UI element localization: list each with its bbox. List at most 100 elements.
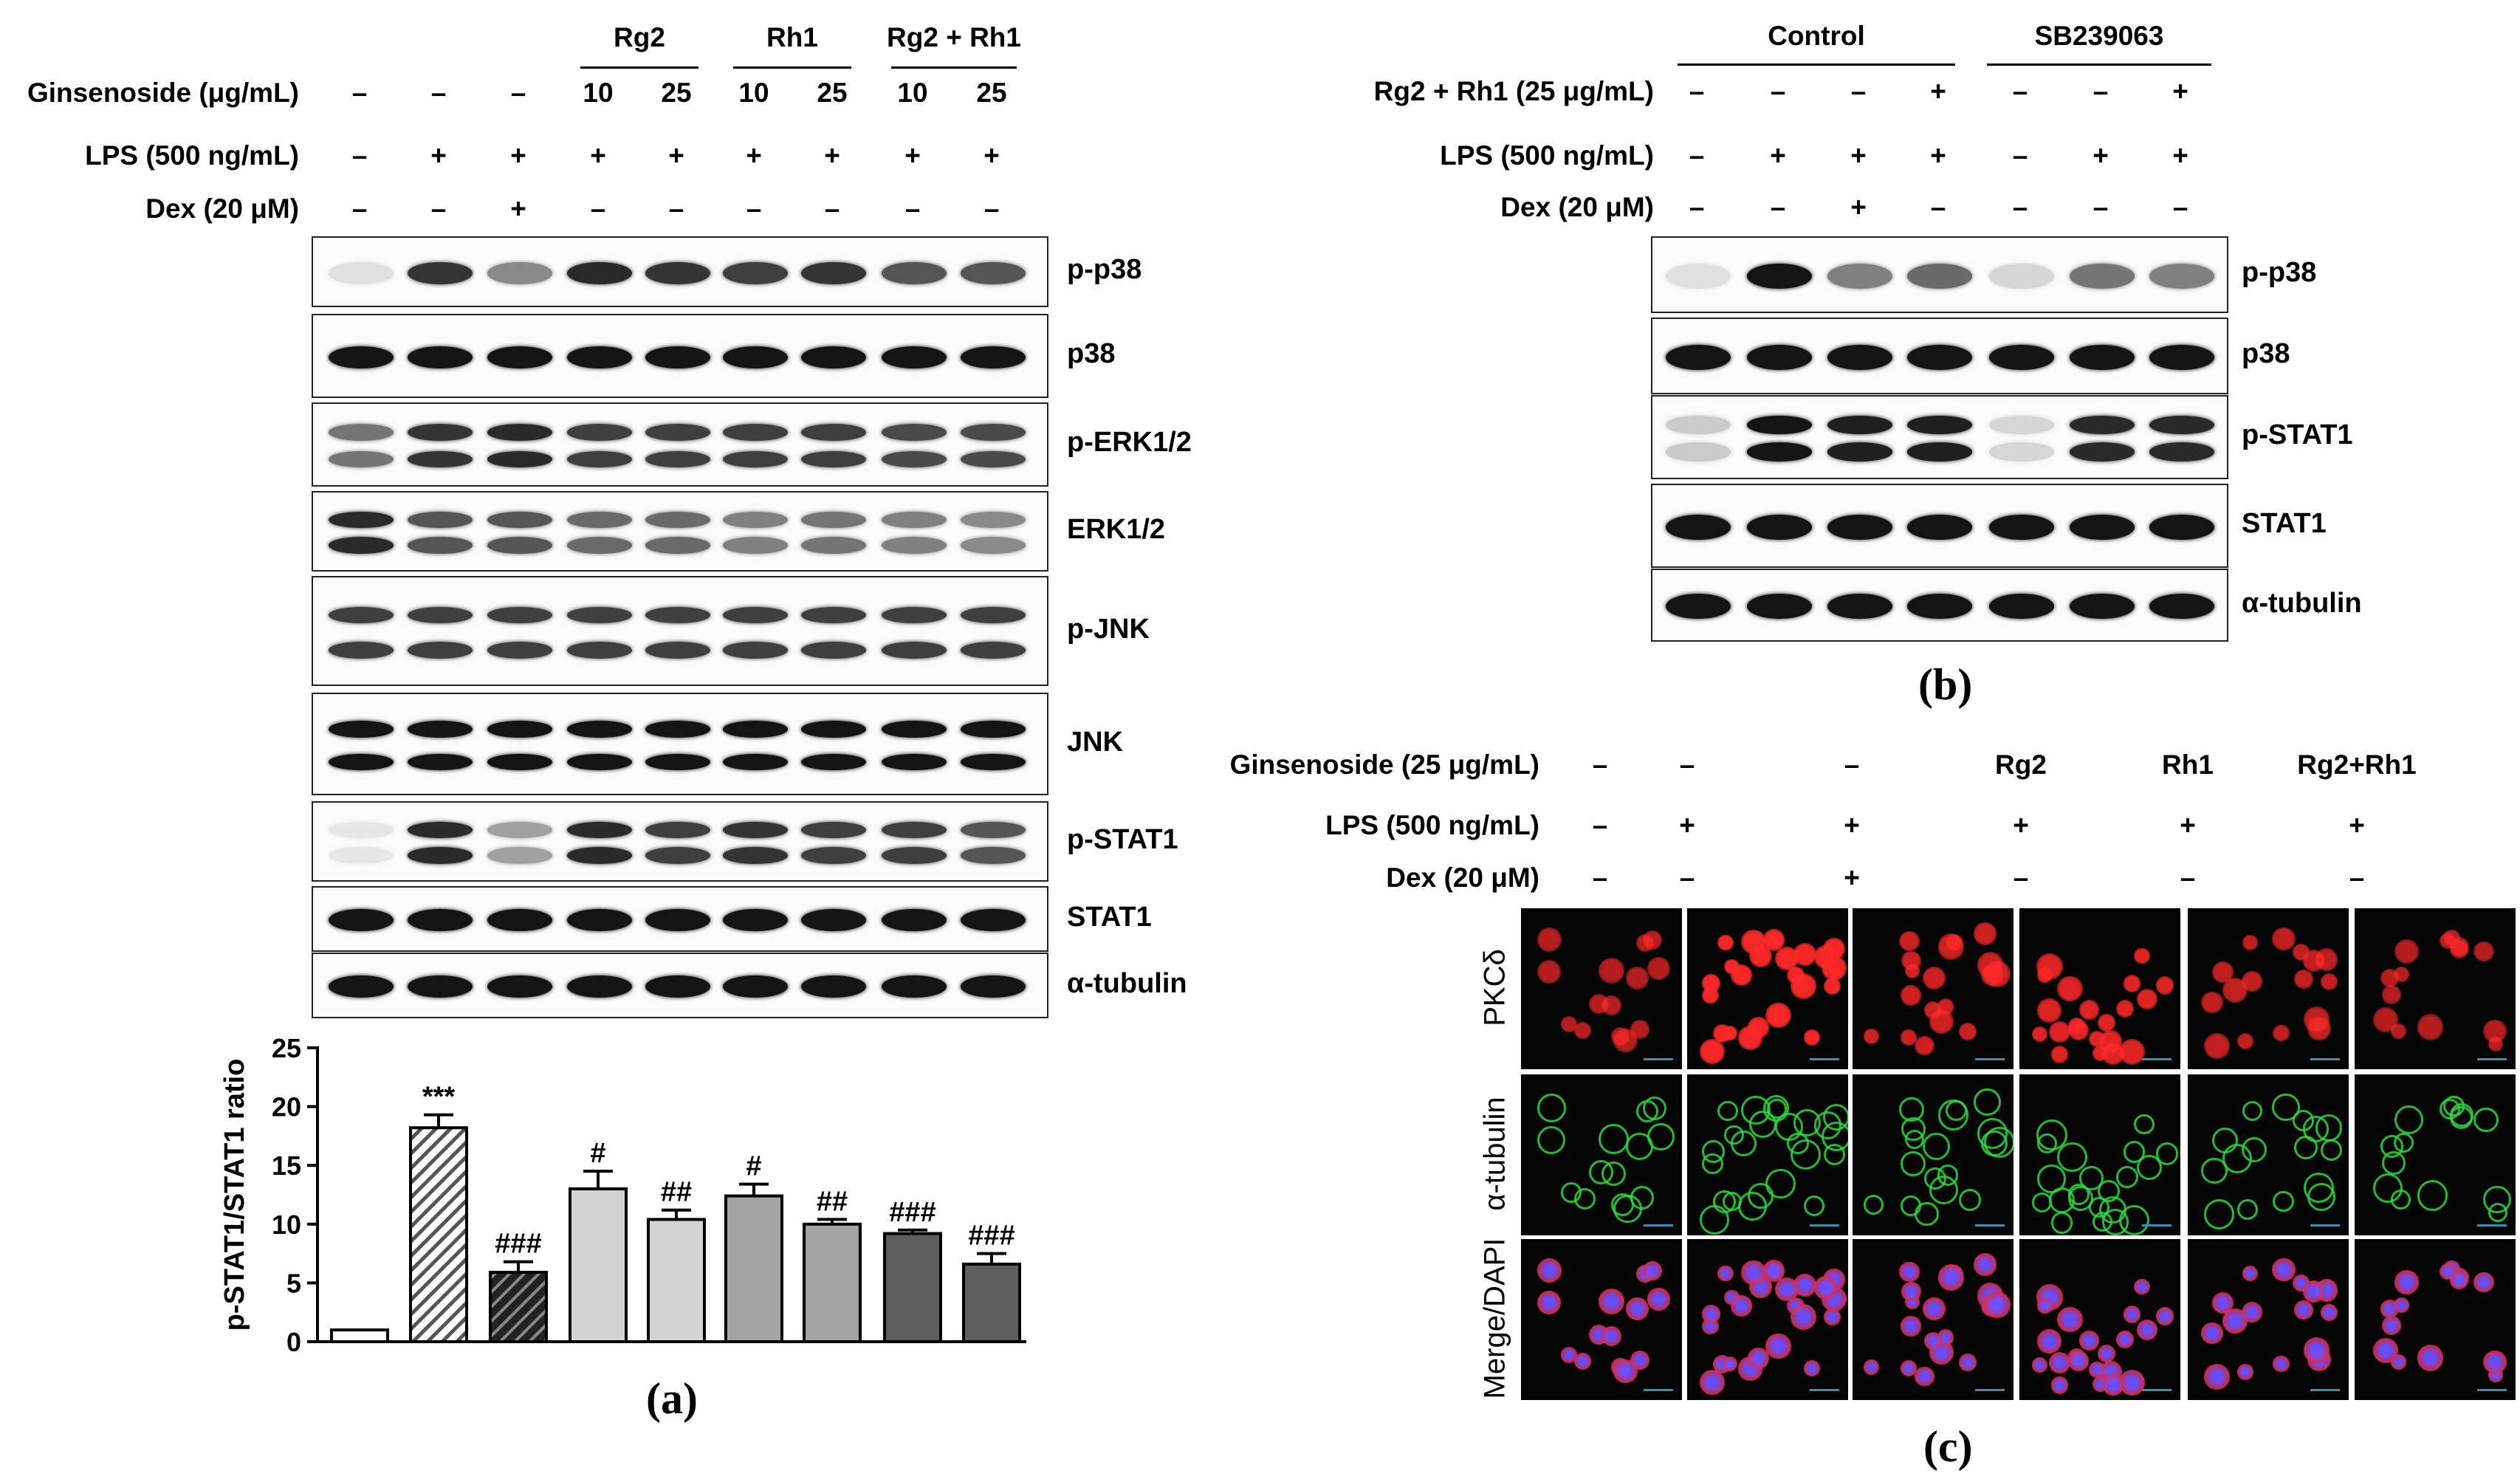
blot-band (961, 721, 1026, 738)
cell-dot (2304, 1006, 2330, 1032)
blot-band (882, 537, 947, 554)
cell-dot (1630, 1020, 1649, 1040)
cell-dot (2473, 1272, 2495, 1293)
cell-dot (2101, 1042, 2125, 1066)
treatment-value: – (904, 193, 921, 224)
cell-dot (1647, 1288, 1670, 1311)
blot-band (567, 753, 632, 771)
blot-band (2149, 264, 2214, 289)
cell-dot (2155, 976, 2174, 995)
treatment-value: – (1592, 749, 1608, 780)
cell-dot (1790, 1303, 1816, 1330)
blot-band (329, 847, 394, 864)
blot-label: p38 (2242, 338, 2290, 369)
treatment-value: – (824, 193, 840, 224)
cell-dot (1775, 946, 1799, 970)
cell-dot (1647, 957, 1670, 980)
bar (409, 1126, 468, 1343)
treatment-value: + (1844, 810, 1860, 840)
blot-band (487, 909, 552, 932)
treatment-value: – (430, 193, 447, 224)
treatment-value: – (2349, 862, 2365, 893)
cell-dot (2294, 1300, 2313, 1320)
blot-band (961, 847, 1026, 864)
blot-band (961, 606, 1026, 623)
blot-band (567, 511, 632, 528)
cell-dot (1938, 1100, 1969, 1131)
cell-dot (2241, 971, 2262, 992)
blot-band (567, 424, 632, 441)
blot-band (645, 721, 710, 738)
blot-label: p-p38 (1067, 254, 1142, 285)
treatment-label: Ginsenoside (25 μg/mL) (1229, 749, 1539, 780)
blot-band (645, 424, 710, 441)
cell-dot (1598, 1123, 1630, 1154)
cell-dot (2242, 1100, 2263, 1122)
blot-band (487, 450, 552, 468)
blot-band (408, 753, 473, 771)
blot-label: p-ERK1/2 (1067, 427, 1192, 458)
cell-dot (1598, 957, 1625, 984)
treatment-value: – (1592, 862, 1608, 893)
y-tick-label: 20 (272, 1092, 301, 1122)
cell-dot (2394, 1133, 2414, 1153)
blot-band (723, 909, 788, 932)
blot-band (801, 261, 866, 284)
cell-dot (2097, 1014, 2115, 1032)
scale-bar (1975, 1058, 2005, 1060)
treatment-value: – (2180, 862, 2196, 893)
blot-band (567, 450, 632, 468)
cell-dot (1899, 1262, 1920, 1283)
treatment-value: 10 (583, 78, 614, 108)
blot-strip (1651, 484, 2228, 568)
blot-band (408, 511, 473, 528)
blot-band (1747, 264, 1812, 289)
blot-label: p-JNK (1067, 613, 1150, 645)
treatment-value: + (1850, 192, 1867, 222)
cell-dot (1864, 1028, 1880, 1044)
cell-dot (2079, 1000, 2099, 1020)
blot-strip (312, 693, 1048, 795)
blot-band (1827, 264, 1892, 289)
scale-bar (1975, 1389, 2005, 1391)
cell-dot (2273, 1355, 2290, 1373)
blot-band (487, 821, 552, 838)
treatment-value: Rg2+Rh1 (2297, 749, 2417, 780)
cell-dot (2394, 967, 2410, 983)
cell-dot (1722, 1191, 1743, 1212)
treatment-value: – (668, 193, 684, 224)
blot-band (723, 424, 788, 441)
cell-dot (1702, 1305, 1720, 1323)
treatment-value: 10 (897, 78, 928, 108)
cell-dot (1824, 1308, 1841, 1326)
blot-band (961, 511, 1026, 528)
significance-label: ### (889, 1197, 935, 1228)
cell-dot (1765, 1002, 1792, 1029)
treatment-value: + (2172, 140, 2188, 171)
blot-band (723, 847, 788, 864)
micrograph (2188, 908, 2349, 1069)
cell-dot (1762, 929, 1785, 951)
significance-label: ## (817, 1186, 848, 1217)
blot-band (801, 821, 866, 838)
blot-band (723, 721, 788, 738)
blot-band (961, 642, 1026, 659)
cell-dot (1741, 929, 1766, 954)
blot-band (882, 721, 947, 738)
blot-band (723, 511, 788, 528)
cell-dot (2050, 1212, 2073, 1234)
treatment-value: – (2012, 76, 2028, 106)
blot-band (645, 847, 710, 864)
treatment-value: + (1850, 140, 1867, 171)
group-header: Rh1 (766, 22, 818, 52)
cell-dot (1864, 1194, 1884, 1215)
blot-band (961, 346, 1026, 369)
blot-label: α-tubulin (1067, 967, 1187, 999)
scale-bar (1810, 1389, 1839, 1391)
blot-band (408, 847, 473, 864)
cell-dot (1924, 1001, 1942, 1020)
cell-dot (2272, 1093, 2300, 1122)
cell-dot (2373, 1337, 2399, 1363)
micrograph (2355, 908, 2516, 1069)
cell-dot (1984, 1291, 2011, 1319)
